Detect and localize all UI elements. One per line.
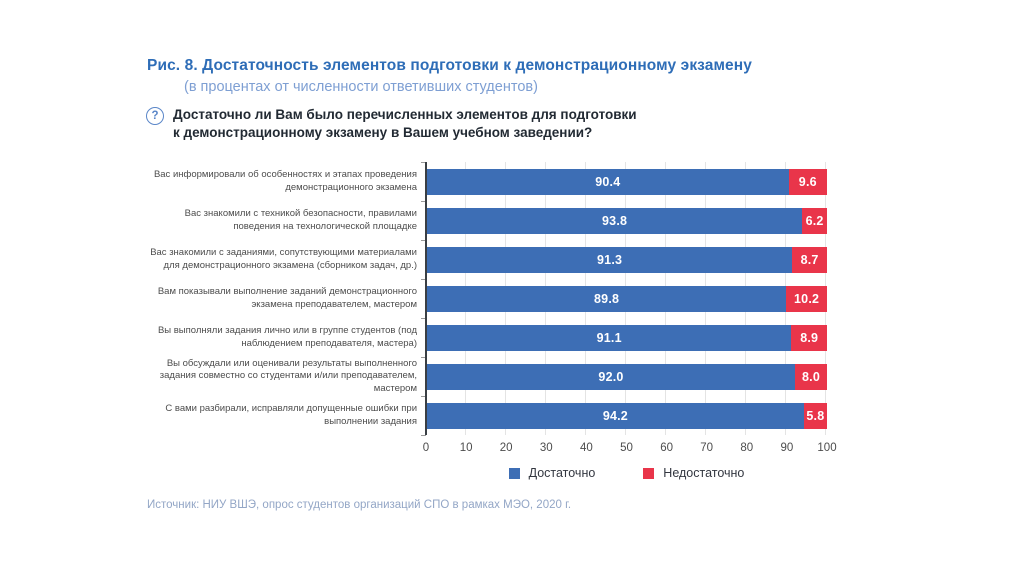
bar-value-sufficient: 90.4 (595, 174, 621, 189)
bar-sufficient: 94.2 (427, 402, 804, 429)
bar-track: 90.4 9.6 (427, 168, 827, 195)
bar-value-insufficient: 8.7 (800, 252, 819, 267)
bar-value-insufficient: 9.6 (798, 174, 817, 189)
y-axis-line (425, 162, 427, 435)
bar-track: 91.3 8.7 (427, 246, 827, 273)
x-tick-label: 30 (539, 442, 553, 454)
x-tick-label: 80 (740, 442, 754, 454)
legend: Достаточно Недостаточно (426, 466, 827, 480)
category-label: Вам показывали выполнение заданий демонс… (157, 286, 417, 310)
bar-insufficient: 10.2 (786, 285, 827, 312)
category-label: Вас знакомили с заданиями, сопутствующим… (150, 247, 417, 271)
bar-insufficient: 8.0 (795, 363, 827, 390)
x-tick-label: 40 (579, 442, 593, 454)
chart-row: С вами разбирали, исправляли допущенные … (150, 396, 850, 435)
category-label: Вас информировали об особенностях и этап… (153, 169, 417, 193)
legend-item: Достаточно (508, 466, 596, 480)
bar-track: 91.1 8.9 (427, 324, 827, 351)
category-label: Вас знакомили с техникой безопасности, п… (184, 208, 417, 232)
survey-question: ? Достаточно ли Вам было перечисленных э… (146, 106, 637, 142)
bar-insufficient: 6.2 (802, 207, 827, 234)
bar-value-sufficient: 92.0 (598, 369, 624, 384)
legend-swatch (643, 467, 655, 479)
category-label: С вами разбирали, исправляли допущенные … (165, 403, 417, 427)
bar-track: 93.8 6.2 (427, 207, 827, 234)
x-tick-label: 0 (422, 442, 430, 454)
bar-sufficient: 89.8 (427, 285, 787, 312)
stacked-bar-chart: Вас информировали об особенностях и этап… (150, 162, 850, 480)
x-tick-label: 60 (660, 442, 673, 454)
chart-row: Вы выполняли задания лично или в группе … (150, 318, 850, 357)
x-tick-label: 50 (620, 442, 633, 454)
figure-subtitle: (в процентах от численности ответивших с… (184, 79, 538, 95)
bar-sufficient: 91.3 (427, 246, 793, 273)
question-mark-icon: ? (146, 107, 164, 125)
survey-question-text: Достаточно ли Вам было перечисленных эле… (173, 106, 637, 142)
chart-row: Вы обсуждали или оценивали результаты вы… (150, 357, 850, 396)
bar-value-sufficient: 93.8 (602, 213, 628, 228)
x-tick-label: 20 (499, 442, 513, 454)
question-line-1: Достаточно ли Вам было перечисленных эле… (173, 107, 637, 122)
legend-label: Достаточно (528, 466, 596, 480)
legend-item: Недостаточно (643, 466, 744, 480)
bar-sufficient: 92.0 (427, 363, 795, 390)
bar-sufficient: 93.8 (427, 207, 803, 234)
question-line-2: к демонстрационному экзамену в Вашем уче… (173, 125, 593, 141)
figure-title: Рис. 8. Достаточность элементов подготов… (147, 57, 752, 74)
bar-value-insufficient: 8.0 (802, 369, 820, 384)
bar-insufficient: 5.8 (803, 402, 827, 429)
bar-value-insufficient: 10.2 (794, 291, 820, 306)
bar-track: 94.2 5.8 (427, 402, 827, 429)
bar-track: 89.8 10.2 (427, 285, 827, 312)
x-tick-label: 90 (780, 442, 794, 454)
category-label: Вы выполняли задания лично или в группе … (157, 325, 417, 349)
x-axis-labels: 0 10 20 30 40 50 60 70 80 90 100 (422, 442, 837, 456)
bar-value-sufficient: 94.2 (602, 408, 628, 423)
bar-value-sufficient: 91.3 (597, 252, 623, 267)
bar-track: 92.0 8.0 (427, 363, 827, 390)
bar-value-insufficient: 5.8 (806, 408, 825, 423)
legend-label: Недостаточно (663, 466, 745, 480)
x-tick-label: 100 (817, 442, 837, 454)
chart-row: Вас знакомили с техникой безопасности, п… (150, 201, 850, 240)
category-label: Вы обсуждали или оценивали результаты вы… (159, 358, 417, 394)
bar-sufficient: 91.1 (427, 324, 792, 351)
bar-sufficient: 90.4 (427, 168, 789, 195)
bar-insufficient: 9.6 (788, 168, 827, 195)
chart-rows: Вас информировали об особенностях и этап… (150, 162, 850, 435)
category-axis-ticks (421, 162, 426, 436)
bar-value-sufficient: 89.8 (594, 291, 620, 306)
chart-row: Вас информировали об особенностях и этап… (150, 162, 850, 201)
x-tick-label: 70 (700, 442, 714, 454)
legend-swatch (508, 467, 520, 479)
chart-row: Вам показывали выполнение заданий демонс… (150, 279, 850, 318)
source-note: Источник: НИУ ВШЭ, опрос студентов орган… (147, 499, 572, 511)
bar-insufficient: 8.9 (791, 324, 827, 351)
chart-row: Вас знакомили с заданиями, сопутствующим… (150, 240, 850, 279)
x-tick-label: 10 (459, 442, 473, 454)
bar-value-insufficient: 8.9 (800, 330, 819, 345)
bar-value-insufficient: 6.2 (805, 213, 824, 228)
bar-insufficient: 8.7 (792, 246, 827, 273)
bar-value-sufficient: 91.1 (596, 330, 622, 345)
